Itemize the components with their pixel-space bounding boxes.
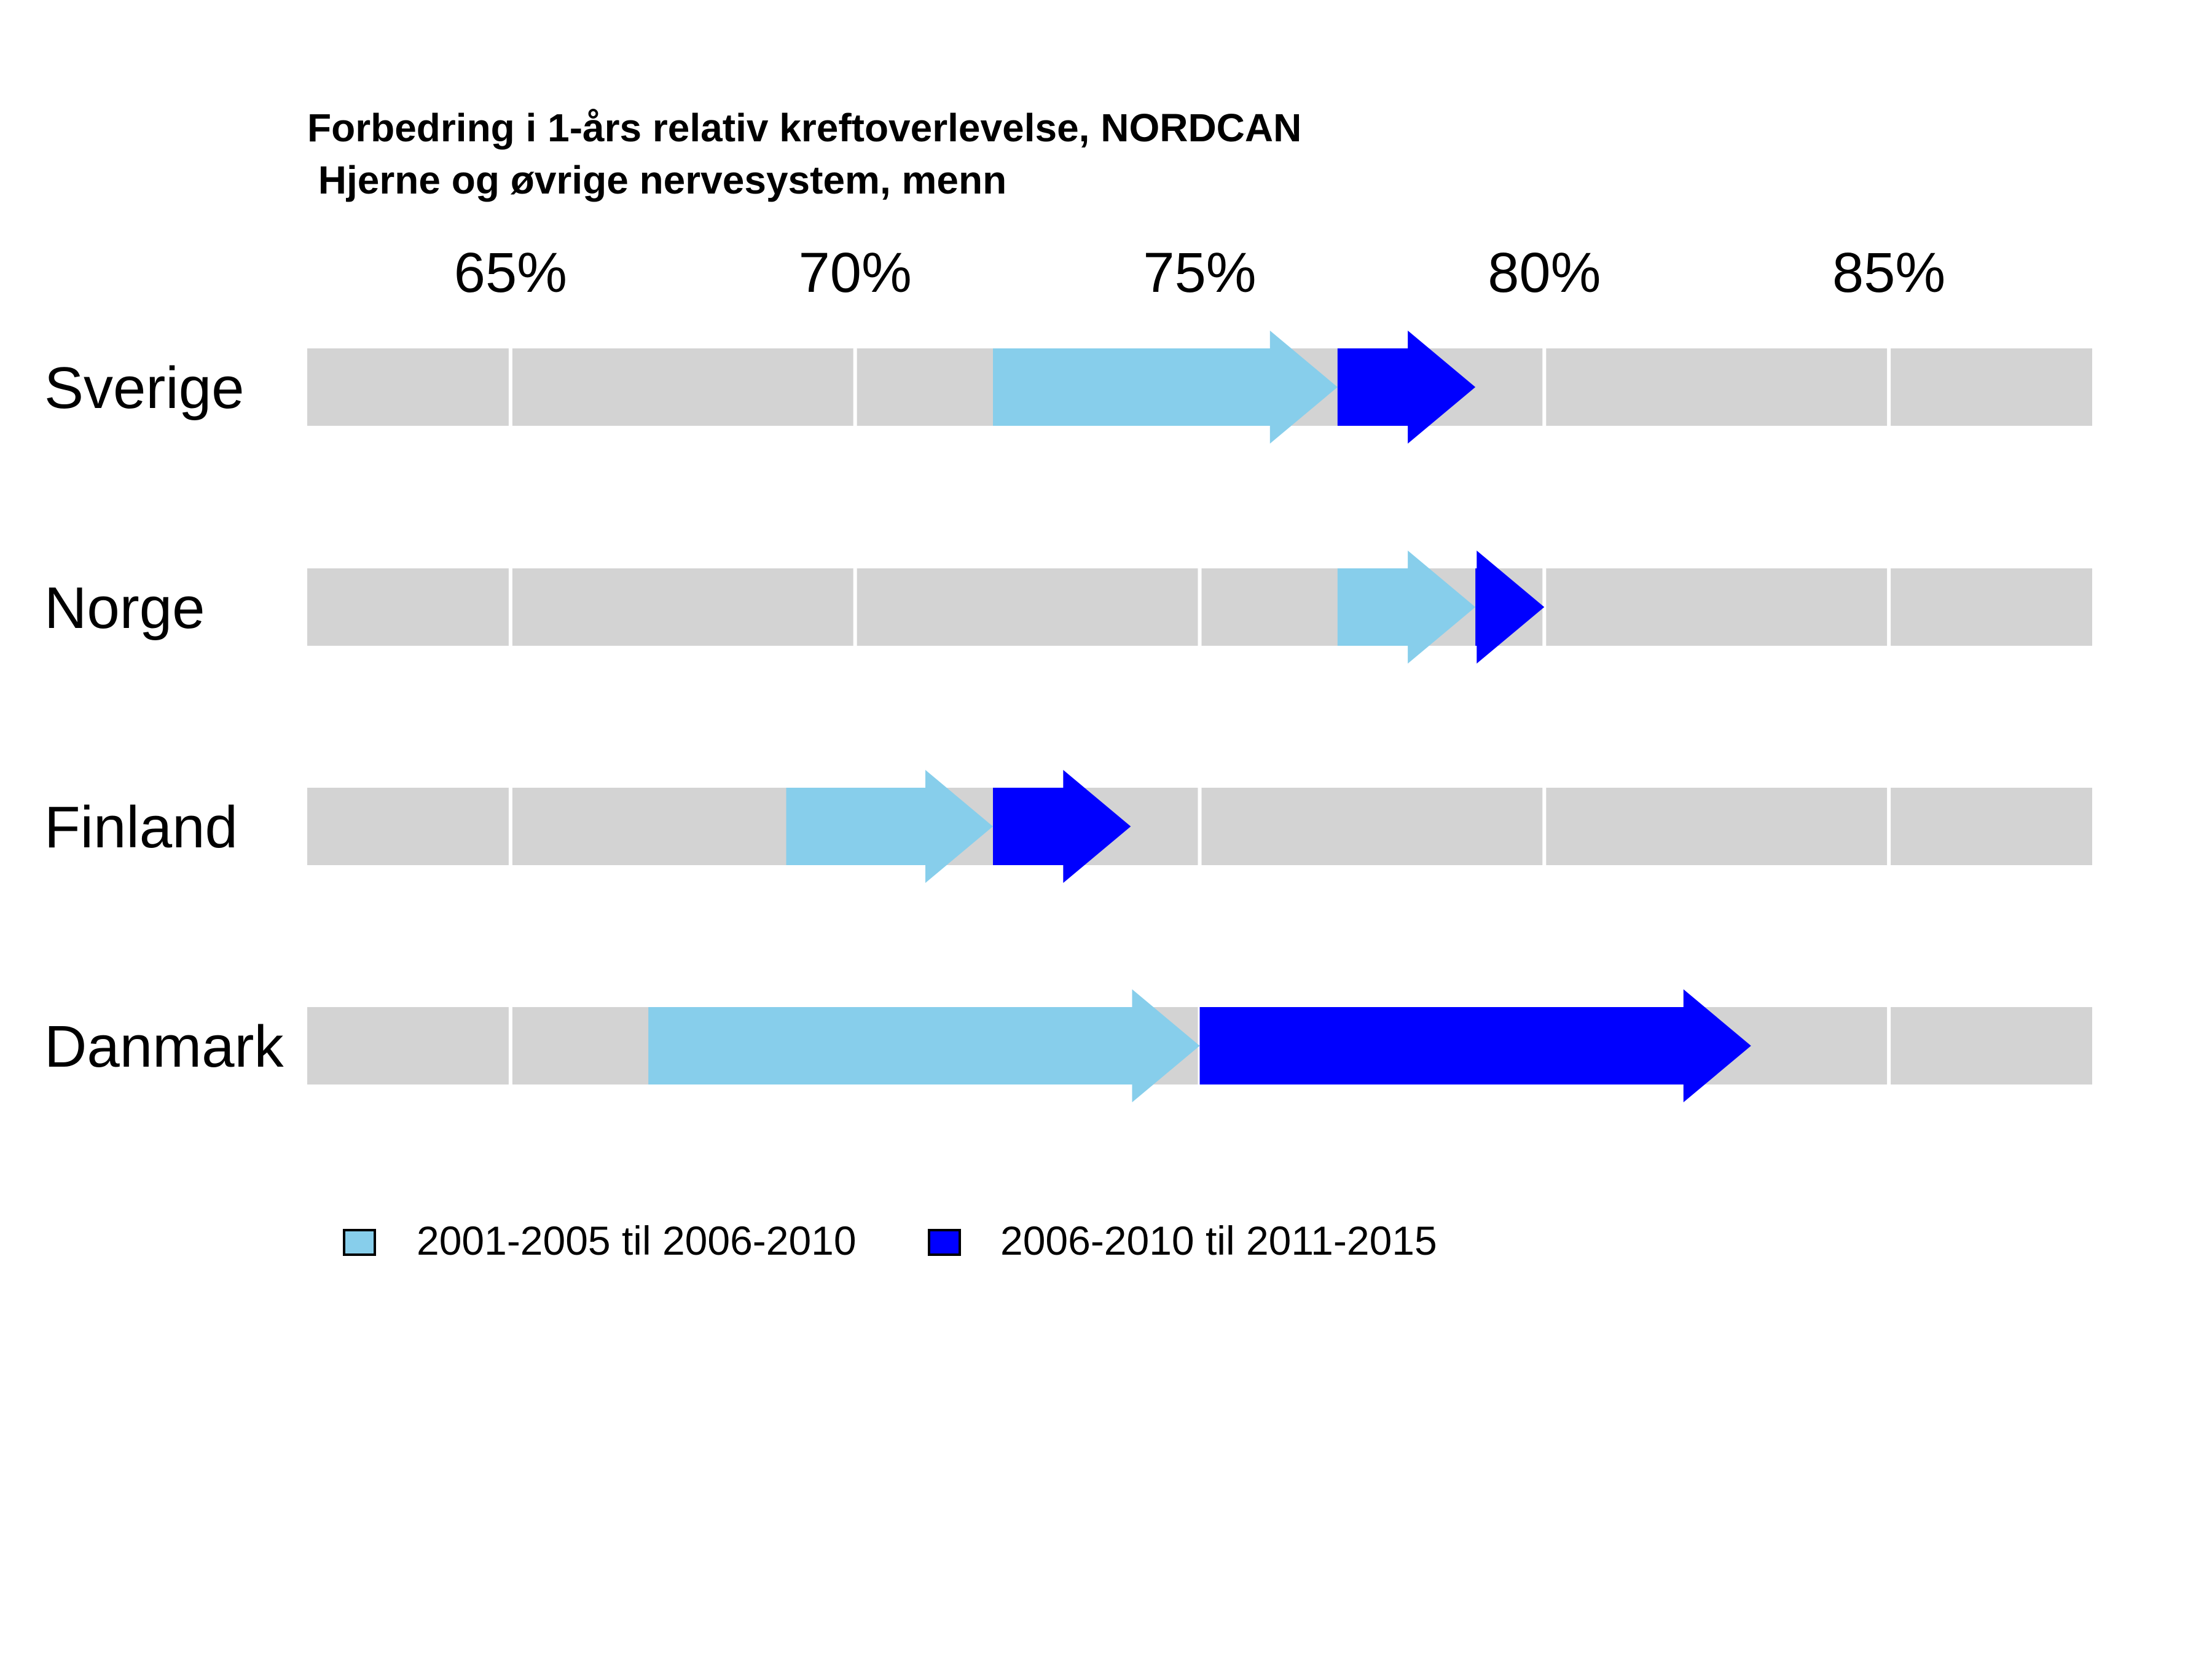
legend: 2001-2005 til 2006-2010 2006-2010 til 201… xyxy=(343,1218,1437,1263)
x-tick-label: 70% xyxy=(799,241,912,304)
chart-subtitle: Hjerne og øvrige nervesystem, menn xyxy=(307,158,1006,202)
legend-label: 2001-2005 til 2006-2010 xyxy=(417,1218,857,1263)
legend-swatch xyxy=(343,1229,376,1256)
country-label: Sverige xyxy=(44,355,245,421)
arrow-2006-2010-to-2011-2015 xyxy=(1337,331,1476,444)
arrow-2006-2010-to-2011-2015 xyxy=(993,770,1131,883)
arrow-2006-2010-to-2011-2015 xyxy=(1475,551,1545,664)
country-row: Finland xyxy=(44,770,2092,883)
x-tick-label: 80% xyxy=(1488,241,1601,304)
country-label: Norge xyxy=(44,575,205,641)
legend-item: 2001-2005 til 2006-2010 xyxy=(343,1218,857,1263)
x-tick-label: 75% xyxy=(1143,241,1256,304)
x-tick-label: 85% xyxy=(1832,241,1945,304)
legend-item: 2006-2010 til 2011-2015 xyxy=(928,1218,1437,1263)
arrow-2006-2010-to-2011-2015 xyxy=(1199,989,1751,1102)
x-tick-label: 65% xyxy=(454,241,567,304)
chart-title: Forbedring i 1-års relativ kreftoverleve… xyxy=(307,106,1301,150)
country-rows: Sverige Norge Finland Danmark xyxy=(44,331,2092,1102)
country-label: Danmark xyxy=(44,1014,284,1080)
country-row: Sverige xyxy=(44,331,2092,444)
arrow-2001-2005-to-2006-2010 xyxy=(1337,551,1476,664)
arrow-2001-2005-to-2006-2010 xyxy=(648,989,1200,1102)
x-axis-tick-labels: 65% 70% 75% 80% 85% xyxy=(454,241,1945,304)
country-label: Finland xyxy=(44,794,238,860)
country-row: Danmark xyxy=(44,989,2092,1102)
arrow-2001-2005-to-2006-2010 xyxy=(786,770,994,883)
legend-label: 2006-2010 til 2011-2015 xyxy=(1000,1218,1437,1263)
legend-swatch xyxy=(928,1229,961,1256)
country-row: Norge xyxy=(44,551,2092,664)
arrow-2001-2005-to-2006-2010 xyxy=(993,331,1338,444)
